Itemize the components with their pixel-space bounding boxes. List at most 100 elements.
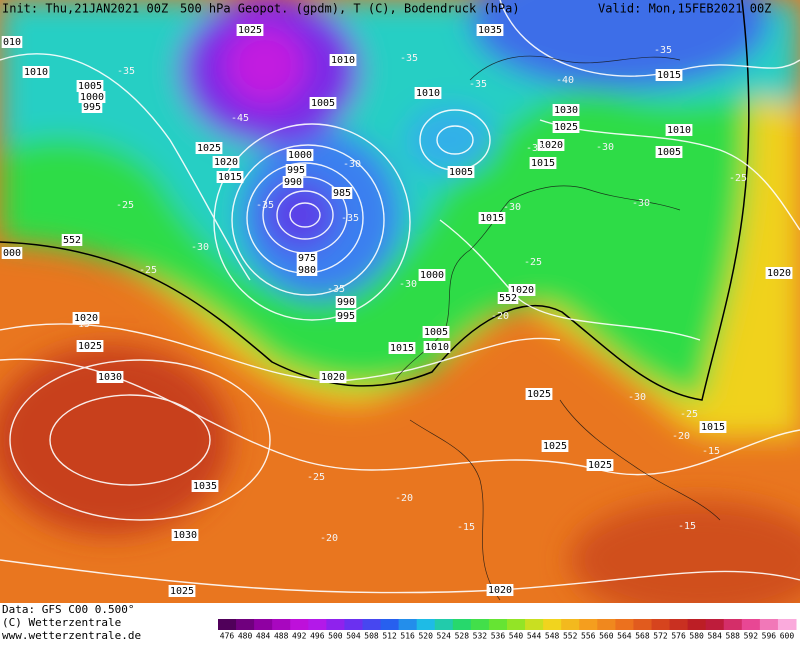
colorbar-swatch — [543, 619, 562, 630]
isobar-label-box — [1, 247, 23, 259]
colorbar-tick-label: 580 — [689, 632, 704, 641]
colorbar-tick-label: 560 — [599, 632, 614, 641]
colorbar-swatch — [597, 619, 616, 630]
temperature-label: -25 — [680, 409, 698, 420]
colorbar-swatch — [561, 619, 580, 630]
isobar-label: 1030 — [173, 530, 197, 541]
isobar-label: 1000 — [80, 92, 104, 103]
isobar-label: 1025 — [527, 389, 551, 400]
isobar-label-box — [1, 36, 23, 48]
colorbar-swatch — [687, 619, 707, 630]
colorbar-tick-label: 476 — [220, 632, 235, 641]
colorbar-swatch — [290, 619, 309, 630]
isobar-label-box — [331, 187, 353, 199]
colorbar-tick-label: 588 — [726, 632, 741, 641]
isobar-label: 1035 — [193, 481, 217, 492]
temperature-label: -35 — [469, 79, 487, 90]
colorbar-swatch — [507, 619, 526, 630]
valid-time: Valid: Mon,15FEB2021 00Z — [598, 2, 771, 16]
colorbar-tick-label: 564 — [617, 632, 632, 641]
colorbar-swatch — [308, 619, 327, 630]
isobar-label-box — [96, 371, 124, 383]
colorbar-swatch — [452, 619, 472, 630]
temperature-label: -35 — [654, 45, 672, 56]
isobar-label: 1000 — [420, 270, 444, 281]
temperature-label: -30 — [628, 392, 646, 403]
temperature-label: -30 — [596, 142, 614, 153]
isobar-label-box — [655, 146, 683, 158]
isobar-label: 1020 — [767, 268, 791, 279]
isobar-label-box — [171, 529, 199, 541]
colorbar-tick-label: 480 — [238, 632, 253, 641]
isobar-label: 1025 — [78, 341, 102, 352]
isobar-label: 1020 — [510, 285, 534, 296]
colorbar-tick-label: 544 — [527, 632, 542, 641]
isobar-label-box — [72, 312, 100, 324]
temperature-label: -15 — [72, 319, 90, 330]
init-time: Init: Thu,21JAN2021 00Z — [2, 2, 168, 16]
isobar-label: 1020 — [214, 157, 238, 168]
website: www.wetterzentrale.de — [2, 629, 141, 642]
colorbar-tick-label: 540 — [509, 632, 524, 641]
isobar-label-box — [388, 342, 416, 354]
colorbar: 476 480 484 488 492 496 500 504 508 512 516 520 524 5… — [218, 619, 797, 641]
isobar-label: 1025 — [197, 143, 221, 154]
colorbar-tick-label: 516 — [400, 632, 415, 641]
isobar-label-box — [537, 139, 565, 151]
colorbar-swatch — [434, 619, 454, 630]
isobar-label-box — [296, 252, 318, 264]
colorbar-tick-label: 492 — [292, 632, 307, 641]
isobar-label-box — [236, 24, 264, 36]
isobar-label-box — [329, 54, 357, 66]
temperature-label: -35 — [526, 143, 544, 154]
temperature-label: -35 — [327, 284, 345, 295]
colorbar-swatch — [723, 619, 743, 630]
isobar-label-box — [296, 264, 318, 276]
isobar-label: 990 — [284, 177, 302, 188]
temperature-label: -15 — [457, 522, 475, 533]
colorbar-swatch — [236, 619, 255, 630]
temperature-label: -25 — [139, 265, 157, 276]
isobar-label: 1010 — [425, 342, 449, 353]
temperature-label: -35 — [341, 213, 359, 224]
temperature-label: -25 — [116, 200, 134, 211]
colorbar-tick-label: 536 — [491, 632, 506, 641]
isobar-label: 1010 — [24, 67, 48, 78]
colorbar-swatch — [362, 619, 382, 630]
isobar-label: 1035 — [478, 25, 502, 36]
isobar-label: 1000 — [288, 150, 312, 161]
isobar-label: 1020 — [74, 313, 98, 324]
colorbar-tick-label: 552 — [563, 632, 578, 641]
colorbar-tick-label: 576 — [671, 632, 686, 641]
isobar-label: 000 — [3, 248, 21, 259]
isobar-label: 995 — [337, 311, 355, 322]
isobar-label: 1015 — [480, 213, 504, 224]
isobar-label-box — [447, 166, 475, 178]
temperature-label: -20 — [672, 431, 690, 442]
temperature-label: -15 — [702, 446, 720, 457]
temperature-label: -30 — [191, 242, 209, 253]
isobar-label-box — [423, 341, 451, 353]
colorbar-swatch — [777, 619, 797, 630]
temperature-label: -30 — [399, 279, 417, 290]
isobar-label: 552 — [63, 235, 81, 246]
isobar-label-box — [418, 269, 446, 281]
temperature-label: -35 — [256, 200, 274, 211]
isobar-label-box — [586, 459, 614, 471]
colorbar-tick-label: 568 — [635, 632, 650, 641]
temperature-label: -35 — [400, 53, 418, 64]
colorbar-swatch — [344, 619, 363, 630]
isobar-label-box — [195, 142, 223, 154]
colorbar-swatch — [579, 619, 598, 630]
isobar-label-box — [76, 80, 104, 92]
isobar-label: 1025 — [170, 586, 194, 597]
isobar-label-box — [525, 388, 553, 400]
copyright: (C) Wetterzentrale — [2, 616, 121, 629]
colorbar-swatch — [615, 619, 634, 630]
temperature-label: -40 — [556, 75, 574, 86]
isobar-label-box — [765, 267, 793, 279]
temperature-label: -25 — [307, 472, 325, 483]
isobar-label: 1020 — [321, 372, 345, 383]
isobar-label-box — [282, 176, 304, 188]
